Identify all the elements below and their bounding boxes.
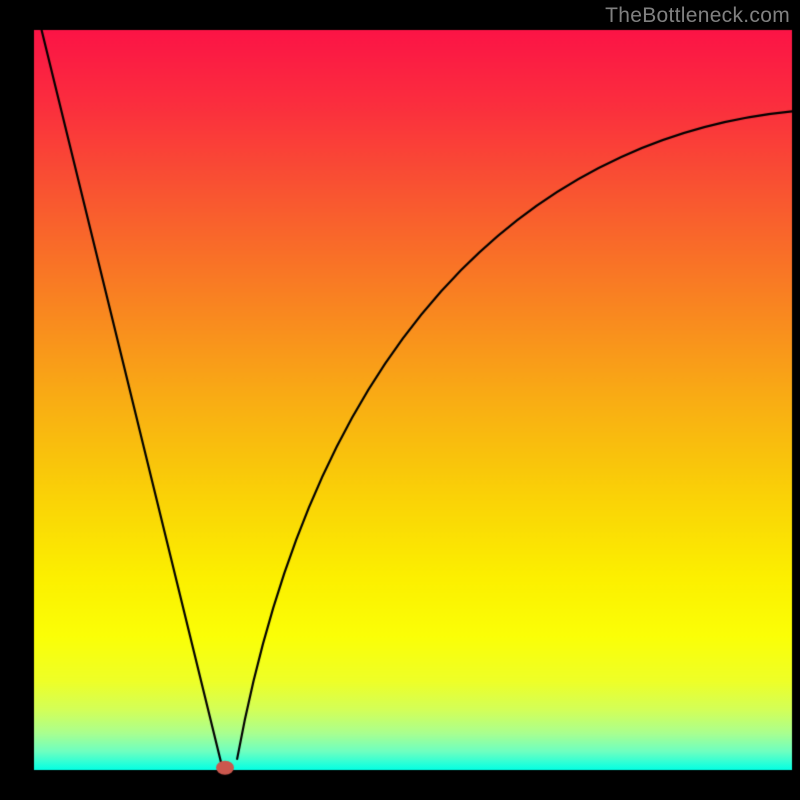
bottleneck-gradient-chart xyxy=(0,0,800,800)
watermark-text: TheBottleneck.com xyxy=(605,4,790,28)
